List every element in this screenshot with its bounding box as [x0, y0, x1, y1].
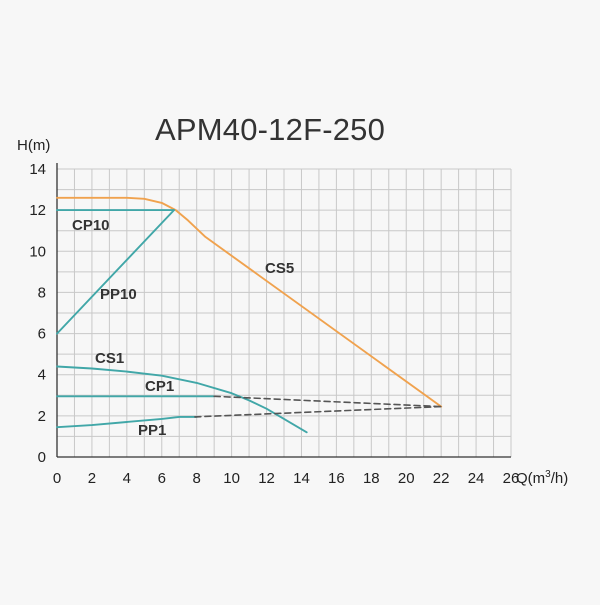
x-axis-label-sup: 3 [545, 469, 551, 480]
x-tick-label: 0 [53, 470, 61, 487]
x-tick-label: 22 [433, 470, 450, 487]
grid [56, 168, 512, 458]
series-label-cs5: CS5 [265, 260, 294, 277]
x-tick-label: 8 [193, 470, 201, 487]
x-axis-label-suffix: /h) [551, 470, 569, 487]
y-tick-label: 2 [38, 408, 46, 425]
x-tick-label: 18 [363, 470, 380, 487]
series-layer [56, 196, 443, 434]
x-tick-label: 26 [503, 470, 520, 487]
series-label-pp1: PP1 [138, 422, 166, 439]
x-tick-label: 12 [258, 470, 275, 487]
series-label-cs1: CS1 [95, 350, 124, 367]
y-tick-label: 6 [38, 326, 46, 343]
x-tick-label: 10 [223, 470, 240, 487]
dashed-connector-line [194, 405, 443, 418]
series-label-cp10: CP10 [72, 217, 110, 234]
x-axis-label-prefix: Q(m [516, 470, 545, 487]
y-axis-label: H(m) [17, 137, 50, 154]
x-axis-label: Q(m3/h) [516, 469, 568, 487]
series-label-pp10: PP10 [100, 286, 137, 303]
y-tick-label: 4 [38, 367, 46, 384]
x-tick-label: 6 [158, 470, 166, 487]
y-tick-label: 8 [38, 284, 46, 301]
series-line-cs5 [56, 196, 443, 408]
y-tick-label: 10 [29, 243, 46, 260]
y-tick-label: 14 [29, 161, 46, 178]
chart-title: APM40-12F-250 [155, 112, 386, 147]
x-tick-label: 16 [328, 470, 345, 487]
x-tick-label: 14 [293, 470, 310, 487]
x-tick-label: 24 [468, 470, 485, 487]
x-tick-label: 20 [398, 470, 415, 487]
x-tick-label: 2 [88, 470, 96, 487]
series-line-pp1 [56, 415, 198, 429]
series-label-cp1: CP1 [145, 378, 174, 395]
series-labels: CS5 CP10 PP10 CS1 CP1 PP1 [72, 217, 294, 439]
dashed-connector-line [213, 395, 443, 408]
y-tick-label: 12 [29, 202, 46, 219]
y-tick-label: 0 [38, 449, 46, 466]
x-tick-label: 4 [123, 470, 131, 487]
series-line-pp10 [56, 209, 175, 335]
